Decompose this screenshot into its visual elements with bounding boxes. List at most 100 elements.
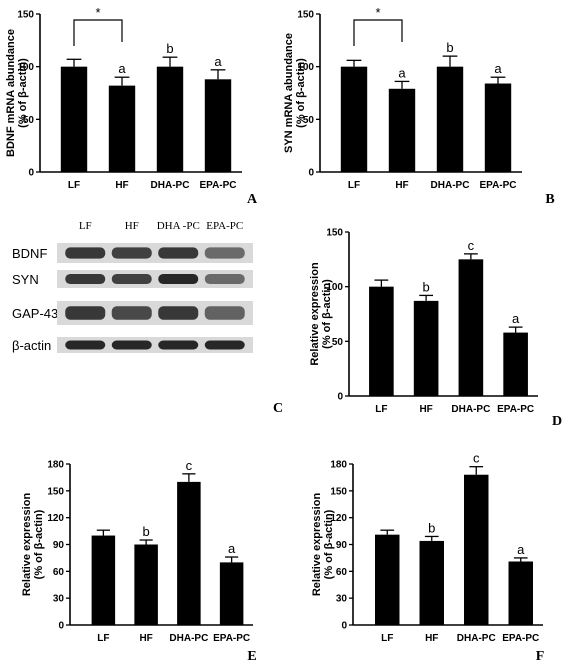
y-axis-label: (% of β-actin) [323,509,335,579]
blot-row-label: BDNF [12,246,47,261]
blot-band [65,340,106,350]
x-tick-label: EPA-PC [497,404,534,415]
blot-band [65,247,106,259]
y-tick-label: 150 [330,486,347,497]
chart-panel-e: 0 30 60 90 120 150 180 Relative expression (% of… [21,458,257,664]
x-tick-label: EPA-PC [502,633,539,644]
significance-letter: a [512,311,520,326]
y-axis-label: BDNF mRNA abundance [5,29,17,157]
x-tick-label: HF [115,180,128,191]
panel-letter: B [545,192,554,207]
y-tick-label: 100 [17,62,34,73]
bar-epa-pc [503,332,528,396]
x-tick-label: EPA-PC [213,633,250,644]
x-tick-label: EPA-PC [479,180,516,191]
blot-lane-label: HF [125,220,139,232]
bar-epa-pc [484,83,512,172]
x-tick-label: HF [419,404,432,415]
y-tick-label: 180 [330,460,347,471]
chart-panel-f: 0 30 60 90 120 150 180 Relative expression (% of… [311,451,544,664]
blot-row-label: β-actin [12,338,51,353]
bar-dha-pc [156,66,184,172]
y-tick-label: 0 [337,392,343,403]
y-tick-label: 180 [47,460,64,471]
bar-hf [388,88,416,172]
blot-band [158,247,199,259]
x-tick-label: EPA-PC [199,180,236,191]
y-axis-label: Relative expression [309,262,321,366]
y-tick-label: 150 [17,10,34,21]
x-tick-label: LF [97,633,109,644]
chart-panel-d: 0 50 100 150 Relative expression (% of β-acti… [309,228,562,430]
y-axis-label: (% of β-actin) [17,58,29,128]
blot-band [65,306,106,320]
significance-letter: a [494,61,502,76]
panel-letter: D [552,414,562,429]
blot-band [65,273,106,285]
y-tick-label: 100 [326,282,343,293]
significance-letter: b [143,524,150,539]
x-tick-label: DHA-PC [169,633,208,644]
x-tick-label: LF [348,180,360,191]
significance-letter: a [398,65,406,80]
panel-letter: A [247,192,258,207]
y-tick-label: 0 [308,168,314,179]
x-tick-label: HF [395,180,408,191]
bar-hf [108,85,136,172]
bar-lf [340,66,368,172]
x-tick-label: DHA-PC [457,633,496,644]
bar-hf [134,544,158,625]
blot-row-label: SYN [12,272,39,287]
blot-band [204,306,245,320]
comparison-asterisk: * [95,5,100,20]
y-tick-label: 150 [326,228,343,239]
bar-lf [91,535,116,625]
blot-lane-label: DHA -PC [157,220,200,232]
western-blot-panel-c: LF HF DHA -PC EPA-PC BDNF SYN GAP-43 β-actin C [12,220,283,416]
blot-band [111,306,152,320]
blot-band [158,273,199,285]
y-tick-label: 50 [23,115,35,126]
bar-dha-pc [464,474,489,625]
significance-letter: b [446,40,453,55]
bar-lf [375,534,400,625]
blot-lane-label: LF [79,220,92,232]
y-tick-label: 90 [336,540,348,551]
bar-hf [413,300,439,396]
blot-band [204,340,245,350]
bar-epa-pc [204,79,232,172]
significance-letter: c [186,458,193,473]
blot-band [158,306,199,320]
y-axis-label: SYN mRNA abundance [283,33,295,153]
y-tick-label: 100 [297,62,314,73]
panel-letter: E [247,649,256,664]
bar-dha-pc [458,259,484,396]
y-axis-label: Relative expression [311,493,323,597]
x-tick-label: DHA-PC [431,180,470,191]
y-tick-label: 0 [58,621,64,632]
panel-letter: F [536,649,545,664]
x-tick-label: LF [375,404,387,415]
x-tick-label: HF [425,633,438,644]
bar-lf [369,286,394,396]
y-tick-label: 50 [303,115,315,126]
blot-row-label: GAP-43 [12,306,58,321]
y-axis-label: (% of β-actin) [321,279,333,349]
blot-band [111,340,152,350]
comparison-asterisk: * [375,5,380,20]
significance-letter: b [423,279,430,294]
x-tick-label: DHA-PC [151,180,190,191]
blot-strip [57,337,253,353]
significance-letter: b [428,520,435,535]
significance-letter: a [118,61,126,76]
blot-lane-label: EPA-PC [206,220,243,232]
y-tick-label: 150 [297,10,314,21]
blot-strip [57,270,253,288]
significance-letter: b [166,41,173,56]
y-tick-label: 120 [47,513,64,524]
blot-band [158,340,199,350]
blot-band [204,273,245,285]
chart-panel-b: 0 50 100 150 SYN mRNA abundance (% of β-actin… [283,5,555,207]
bar-epa-pc [508,561,533,625]
blot-band [204,247,245,259]
